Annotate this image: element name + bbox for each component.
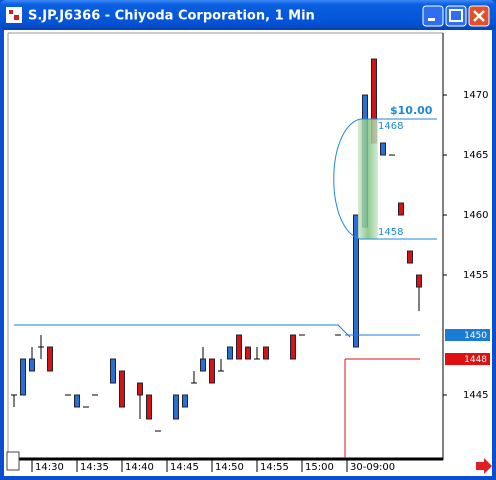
candle-body	[47, 346, 53, 372]
plot: 1445 1455 1460 1465 1470 14:30 14:35 14:40 14:45…	[11, 58, 490, 473]
candle-body	[353, 214, 359, 348]
x-tick-label: 14:40	[125, 462, 154, 473]
candle-body	[209, 358, 215, 384]
candle-body	[227, 346, 233, 360]
candle-body	[74, 394, 80, 408]
candle-body	[380, 142, 386, 156]
x-tick-label: 14:30	[35, 462, 64, 473]
candle-body	[20, 358, 26, 396]
x-tick-label: 15:00	[305, 462, 334, 473]
candle-body	[119, 370, 125, 408]
candle-body	[146, 394, 152, 420]
candle-body	[29, 358, 35, 372]
x-tick-label: 14:45	[170, 462, 199, 473]
price-marker-label: 1450	[464, 331, 487, 341]
title-bar	[0, 0, 496, 30]
range-low-label: 1458	[378, 227, 403, 238]
range-size-label: $10.00	[390, 104, 433, 117]
y-tick-label: 1460	[463, 210, 488, 221]
price-marker-label: 1448	[464, 355, 487, 365]
candle-body	[236, 334, 242, 360]
y-tick-label: 1455	[463, 270, 488, 281]
candle-body	[173, 394, 179, 420]
client-area	[4, 30, 492, 476]
candle-body	[110, 358, 116, 384]
candle-body	[137, 382, 143, 396]
price-marker-box	[445, 329, 490, 342]
candle-body	[290, 334, 296, 360]
candle-body	[398, 202, 404, 216]
range-highlight	[358, 119, 378, 240]
y-tick-label: 1470	[463, 90, 488, 101]
candle-body	[263, 346, 269, 360]
minimize-button[interactable]	[422, 5, 444, 27]
range-arc	[333, 118, 361, 240]
candle-body	[416, 274, 422, 288]
candle-body	[407, 250, 413, 264]
maximize-button[interactable]	[445, 5, 467, 27]
window-title: S.JP.J6366 - Chiyoda Corporation, 1 Min	[28, 9, 315, 24]
x-tick-label: 14:50	[215, 462, 244, 473]
scroll-arrow[interactable]	[476, 458, 492, 474]
candle-body	[182, 394, 188, 408]
scroll-box[interactable]	[6, 451, 20, 471]
y-tick-label: 1445	[463, 390, 488, 401]
range-high-label: 1468	[378, 121, 403, 132]
price-marker-box	[445, 353, 490, 366]
x-tick-label: 14:55	[260, 462, 289, 473]
app-icon-glyph	[9, 10, 19, 20]
x-tick-label: 30-09:00	[350, 462, 395, 473]
x-tick-label: 14:35	[80, 462, 109, 473]
y-tick-label: 1465	[463, 150, 488, 161]
trend-line	[14, 324, 351, 338]
candle-body	[200, 358, 206, 372]
candle-body	[245, 346, 251, 360]
close-button[interactable]	[468, 5, 490, 27]
